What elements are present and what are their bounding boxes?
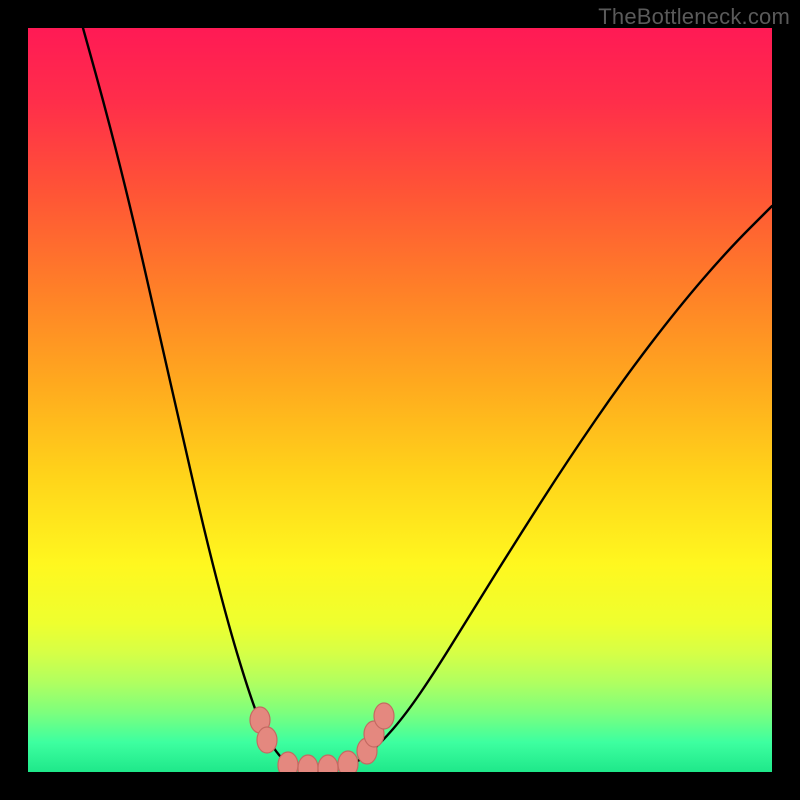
marker-point: [338, 751, 358, 772]
frame: TheBottleneck.com: [0, 0, 800, 800]
chart-svg: [28, 28, 772, 772]
marker-point: [257, 727, 277, 753]
marker-point: [278, 752, 298, 772]
watermark-text: TheBottleneck.com: [598, 4, 790, 30]
gradient-background: [28, 28, 772, 772]
marker-point: [374, 703, 394, 729]
plot-area: [28, 28, 772, 772]
